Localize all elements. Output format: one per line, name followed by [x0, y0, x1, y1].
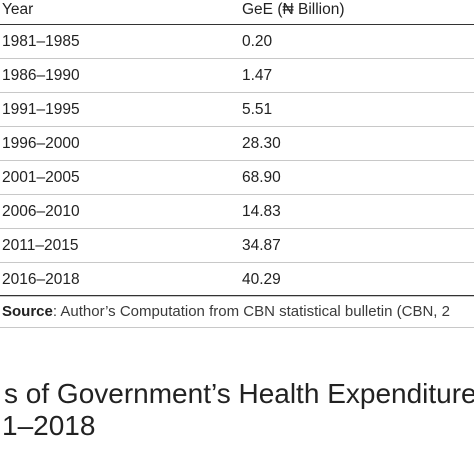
- cell-year: 1991–1995: [2, 101, 80, 118]
- cell-year: 2016–2018: [2, 271, 80, 288]
- table-row: 1986–1990 1.47: [0, 59, 474, 93]
- table-row: 2006–2010 14.83: [0, 195, 474, 229]
- cell-gee: 28.30: [242, 135, 281, 152]
- cell-gee: 14.83: [242, 203, 281, 220]
- data-table: Year GeE (₦ Billion) 1981–1985 0.20 1986…: [0, 0, 474, 297]
- table-header-row: Year GeE (₦ Billion): [0, 0, 474, 25]
- cell-year: 1981–1985: [2, 33, 80, 50]
- cell-gee: 34.87: [242, 237, 281, 254]
- table-row: 2001–2005 68.90: [0, 161, 474, 195]
- caption-line-2: 1–2018: [2, 410, 96, 441]
- source-text: : Author’s Computation from CBN statisti…: [52, 303, 450, 320]
- table-row: 1991–1995 5.51: [0, 93, 474, 127]
- cell-gee: 40.29: [242, 271, 281, 288]
- cell-year: 2006–2010: [2, 203, 80, 220]
- header-gee: GeE (₦ Billion): [242, 1, 345, 18]
- table-row: 1981–1985 0.20: [0, 25, 474, 59]
- header-year: Year: [2, 1, 34, 18]
- table-row: 2011–2015 34.87: [0, 229, 474, 263]
- cell-gee: 0.20: [242, 33, 273, 50]
- source-label: Source: [2, 303, 53, 320]
- cell-gee: 1.47: [242, 67, 273, 84]
- figure-caption: s of Government’s Health Expenditure 1–2…: [0, 378, 474, 442]
- cell-year: 1986–1990: [2, 67, 80, 84]
- cell-gee: 68.90: [242, 169, 281, 186]
- caption-line-1: s of Government’s Health Expenditure: [4, 378, 474, 409]
- cell-year: 1996–2000: [2, 135, 80, 152]
- table-row: 1996–2000 28.30: [0, 127, 474, 161]
- table-row: 2016–2018 40.29: [0, 263, 474, 297]
- cell-year: 2011–2015: [2, 237, 79, 254]
- cell-year: 2001–2005: [2, 169, 80, 186]
- source-note: Source: Author’s Computation from CBN st…: [0, 295, 474, 328]
- cell-gee: 5.51: [242, 101, 273, 118]
